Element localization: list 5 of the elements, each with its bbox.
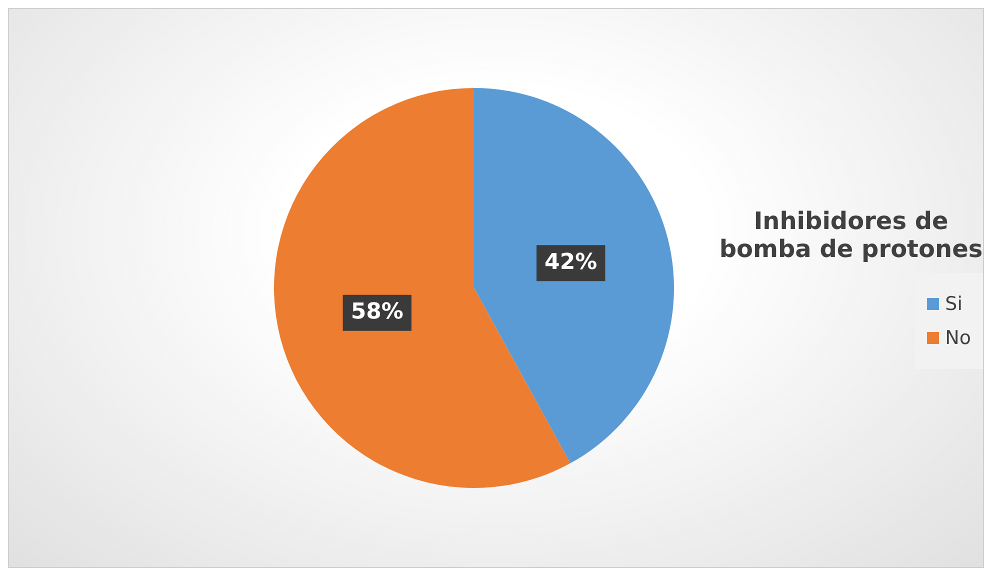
legend-label: Si	[945, 293, 962, 315]
data-label: 42%	[544, 250, 598, 275]
legend-label: No	[945, 327, 971, 349]
text: Inhibidores de bomba de protones	[719, 207, 983, 263]
data-label: 58%	[350, 300, 404, 325]
